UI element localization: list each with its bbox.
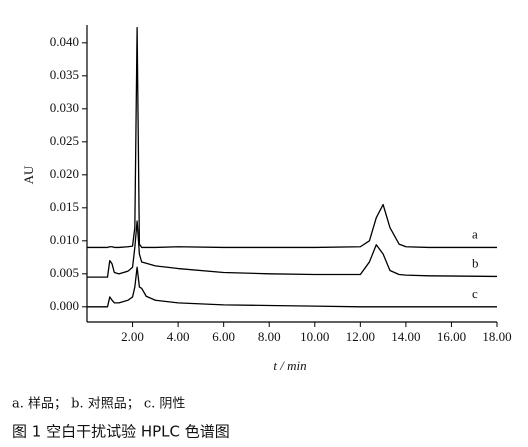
- y-axis-label: AU: [21, 165, 36, 184]
- series-label: a: [472, 226, 478, 241]
- y-tick-label: 0.040: [50, 34, 79, 49]
- x-tick-label: 2.00: [121, 329, 144, 344]
- y-tick-label: 0.010: [50, 232, 79, 247]
- y-tick-label: 0.020: [50, 166, 79, 181]
- series-line: [87, 220, 498, 278]
- y-tick-label: 0.005: [50, 265, 79, 280]
- y-tick-label: 0.000: [50, 298, 79, 313]
- x-tick-label: 14.00: [391, 329, 420, 344]
- x-tick-label: 16.00: [437, 329, 466, 344]
- y-tick-label: 0.030: [50, 100, 79, 115]
- series-label: c: [472, 286, 478, 301]
- x-tick-label: 10.00: [300, 329, 329, 344]
- x-axis-label: t / min: [273, 358, 306, 373]
- x-tick-label: 4.00: [167, 329, 190, 344]
- series-line: [87, 26, 497, 249]
- x-tick-label: 6.00: [212, 329, 235, 344]
- y-tick-label: 0.035: [50, 67, 79, 82]
- figure-caption: 图 1 空白干扰试验 HPLC 色谱图: [12, 423, 230, 441]
- y-tick-label: 0.015: [50, 199, 79, 214]
- x-tick-label: 18.00: [482, 329, 511, 344]
- y-tick-label: 0.025: [50, 133, 79, 148]
- series-line: [87, 266, 497, 308]
- x-tick-label: 8.00: [258, 329, 281, 344]
- series-label: b: [472, 255, 479, 270]
- legend-note: a. 样品； b. 对照品； c. 阴性: [12, 397, 185, 412]
- x-tick-label: 12.00: [346, 329, 375, 344]
